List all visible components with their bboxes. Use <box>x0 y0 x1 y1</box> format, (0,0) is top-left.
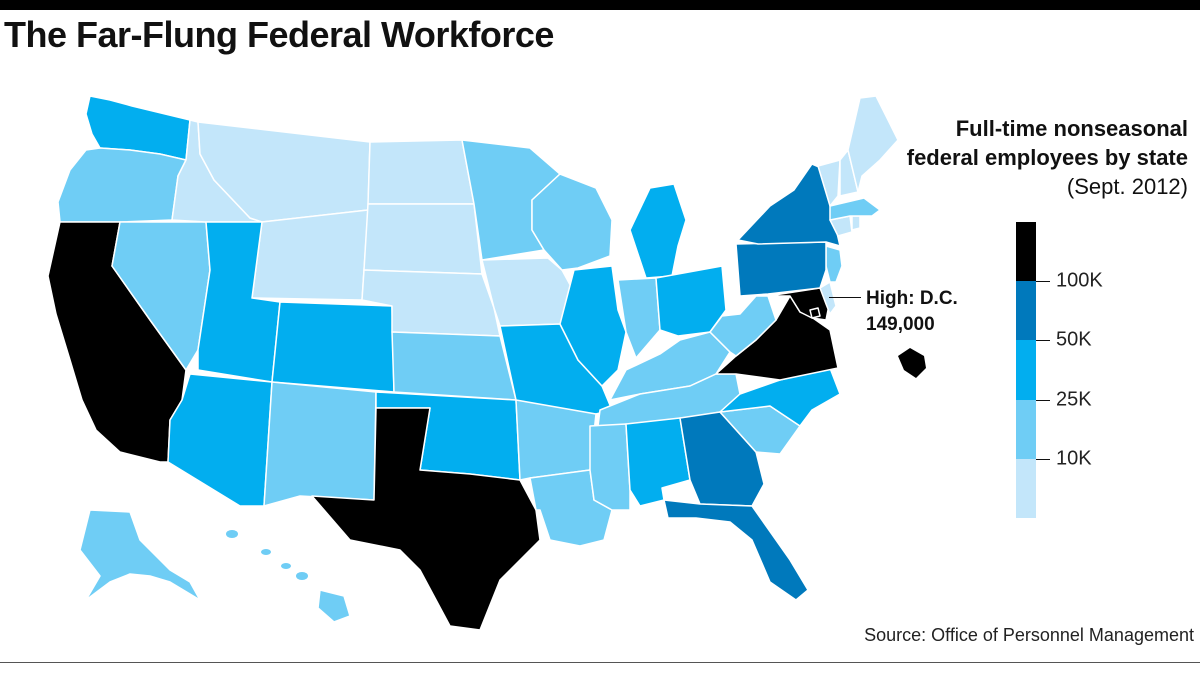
state-texas <box>311 407 541 630</box>
top-rule <box>0 0 1200 10</box>
legend-tick-label: 10K <box>1056 447 1092 470</box>
us-map <box>0 70 1000 630</box>
state-michigan <box>629 183 687 279</box>
legend-tick <box>1036 281 1050 283</box>
state-delaware <box>819 281 837 315</box>
legend-swatch-4 <box>1016 222 1036 282</box>
state-new-jersey <box>825 245 843 283</box>
hawaii-island-3 <box>296 572 308 580</box>
state-wyoming <box>251 209 369 301</box>
legend-swatch-3 <box>1016 281 1036 341</box>
legend-title-bold: Full-time nonseasonal federal employees … <box>906 116 1188 170</box>
state-rhode-island <box>851 215 861 231</box>
state-arkansas <box>515 399 597 481</box>
state-west-virginia <box>709 295 777 357</box>
state-south-dakota <box>363 203 483 275</box>
state-vermont <box>817 159 841 207</box>
us-map-svg <box>47 95 926 630</box>
state-illinois <box>559 265 627 387</box>
legend-title: Full-time nonseasonal federal employees … <box>888 114 1188 201</box>
legend-color-scale: 10K 25K 50K 100K <box>1016 222 1136 518</box>
legend-tick <box>1036 399 1050 401</box>
legend-tick-label: 50K <box>1056 328 1092 351</box>
hawaii-island-1 <box>261 549 271 555</box>
state-kansas <box>391 331 517 401</box>
legend-swatch-1 <box>1016 399 1036 459</box>
dc-callout-label: High: D.C. <box>866 288 958 309</box>
state-north-carolina <box>719 367 841 427</box>
dc-callout-value: 149,000 <box>866 314 935 335</box>
state-new-mexico <box>263 381 377 507</box>
state-district-of-columbia <box>809 307 821 319</box>
source-note: Source: Office of Personnel Management <box>864 625 1194 645</box>
page-title: The Far-Flung Federal Workforce <box>4 14 554 55</box>
state-oregon <box>57 147 187 223</box>
legend-title-date: (Sept. 2012) <box>1066 174 1188 199</box>
dc-inset-shape <box>898 348 926 378</box>
state-alaska <box>79 509 201 601</box>
hawaii-island-0 <box>226 530 238 538</box>
state-alabama <box>625 417 691 507</box>
legend-tick-label: 100K <box>1056 269 1103 292</box>
state-massachusetts <box>829 197 881 221</box>
state-maine <box>847 95 899 193</box>
legend-tick <box>1036 458 1050 460</box>
dc-callout: High: D.C. 149,000 <box>866 286 958 338</box>
bottom-rule <box>0 662 1200 663</box>
callout-leader-line <box>829 297 861 298</box>
state-north-dakota <box>367 139 475 205</box>
state-hawaii <box>317 589 351 623</box>
state-arizona <box>167 373 273 507</box>
state-colorado <box>271 301 395 393</box>
legend-swatch-2 <box>1016 340 1036 400</box>
state-wisconsin <box>531 173 613 271</box>
hawaii-island-2 <box>281 563 291 569</box>
state-mississippi <box>589 423 631 511</box>
state-florida <box>663 499 809 601</box>
legend-tick <box>1036 340 1050 342</box>
state-indiana <box>617 277 661 359</box>
legend-tick-label: 25K <box>1056 388 1092 411</box>
state-pennsylvania <box>735 241 827 297</box>
legend-swatch-0 <box>1016 458 1036 518</box>
